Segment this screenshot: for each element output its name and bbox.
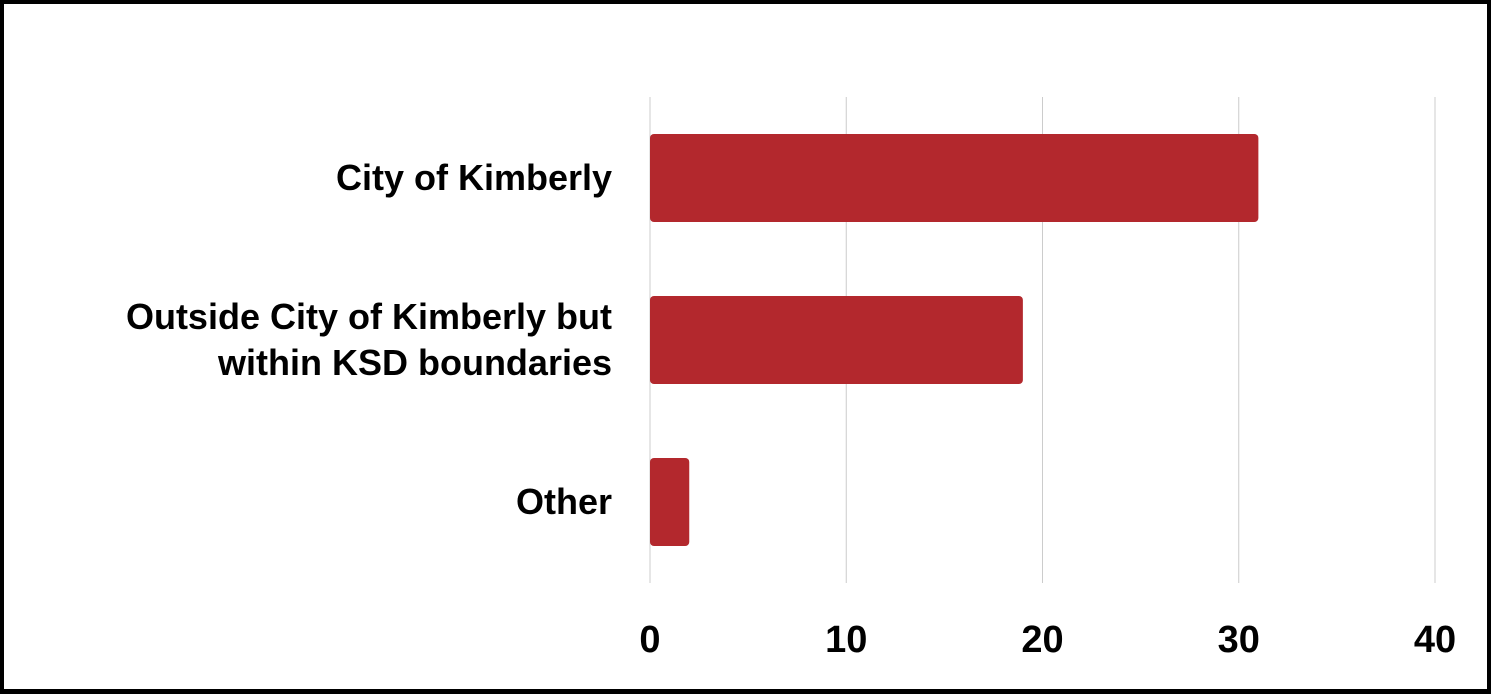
x-tick-label: 0 — [639, 619, 660, 661]
x-tick-label: 20 — [1021, 619, 1063, 661]
bar — [650, 296, 1023, 384]
bar — [650, 134, 1259, 222]
bar — [650, 458, 690, 546]
x-tick-label: 30 — [1218, 619, 1260, 661]
chart: 0 10 20 30 40 — [639, 97, 1456, 661]
y-tick-label: Outside City of Kimberly but within KSD … — [125, 296, 612, 383]
x-tick-label: 10 — [825, 619, 867, 661]
y-tick-label: Other — [515, 481, 612, 522]
y-tick-label: City of Kimberly — [335, 157, 612, 198]
x-tick-label: 40 — [1414, 619, 1456, 661]
